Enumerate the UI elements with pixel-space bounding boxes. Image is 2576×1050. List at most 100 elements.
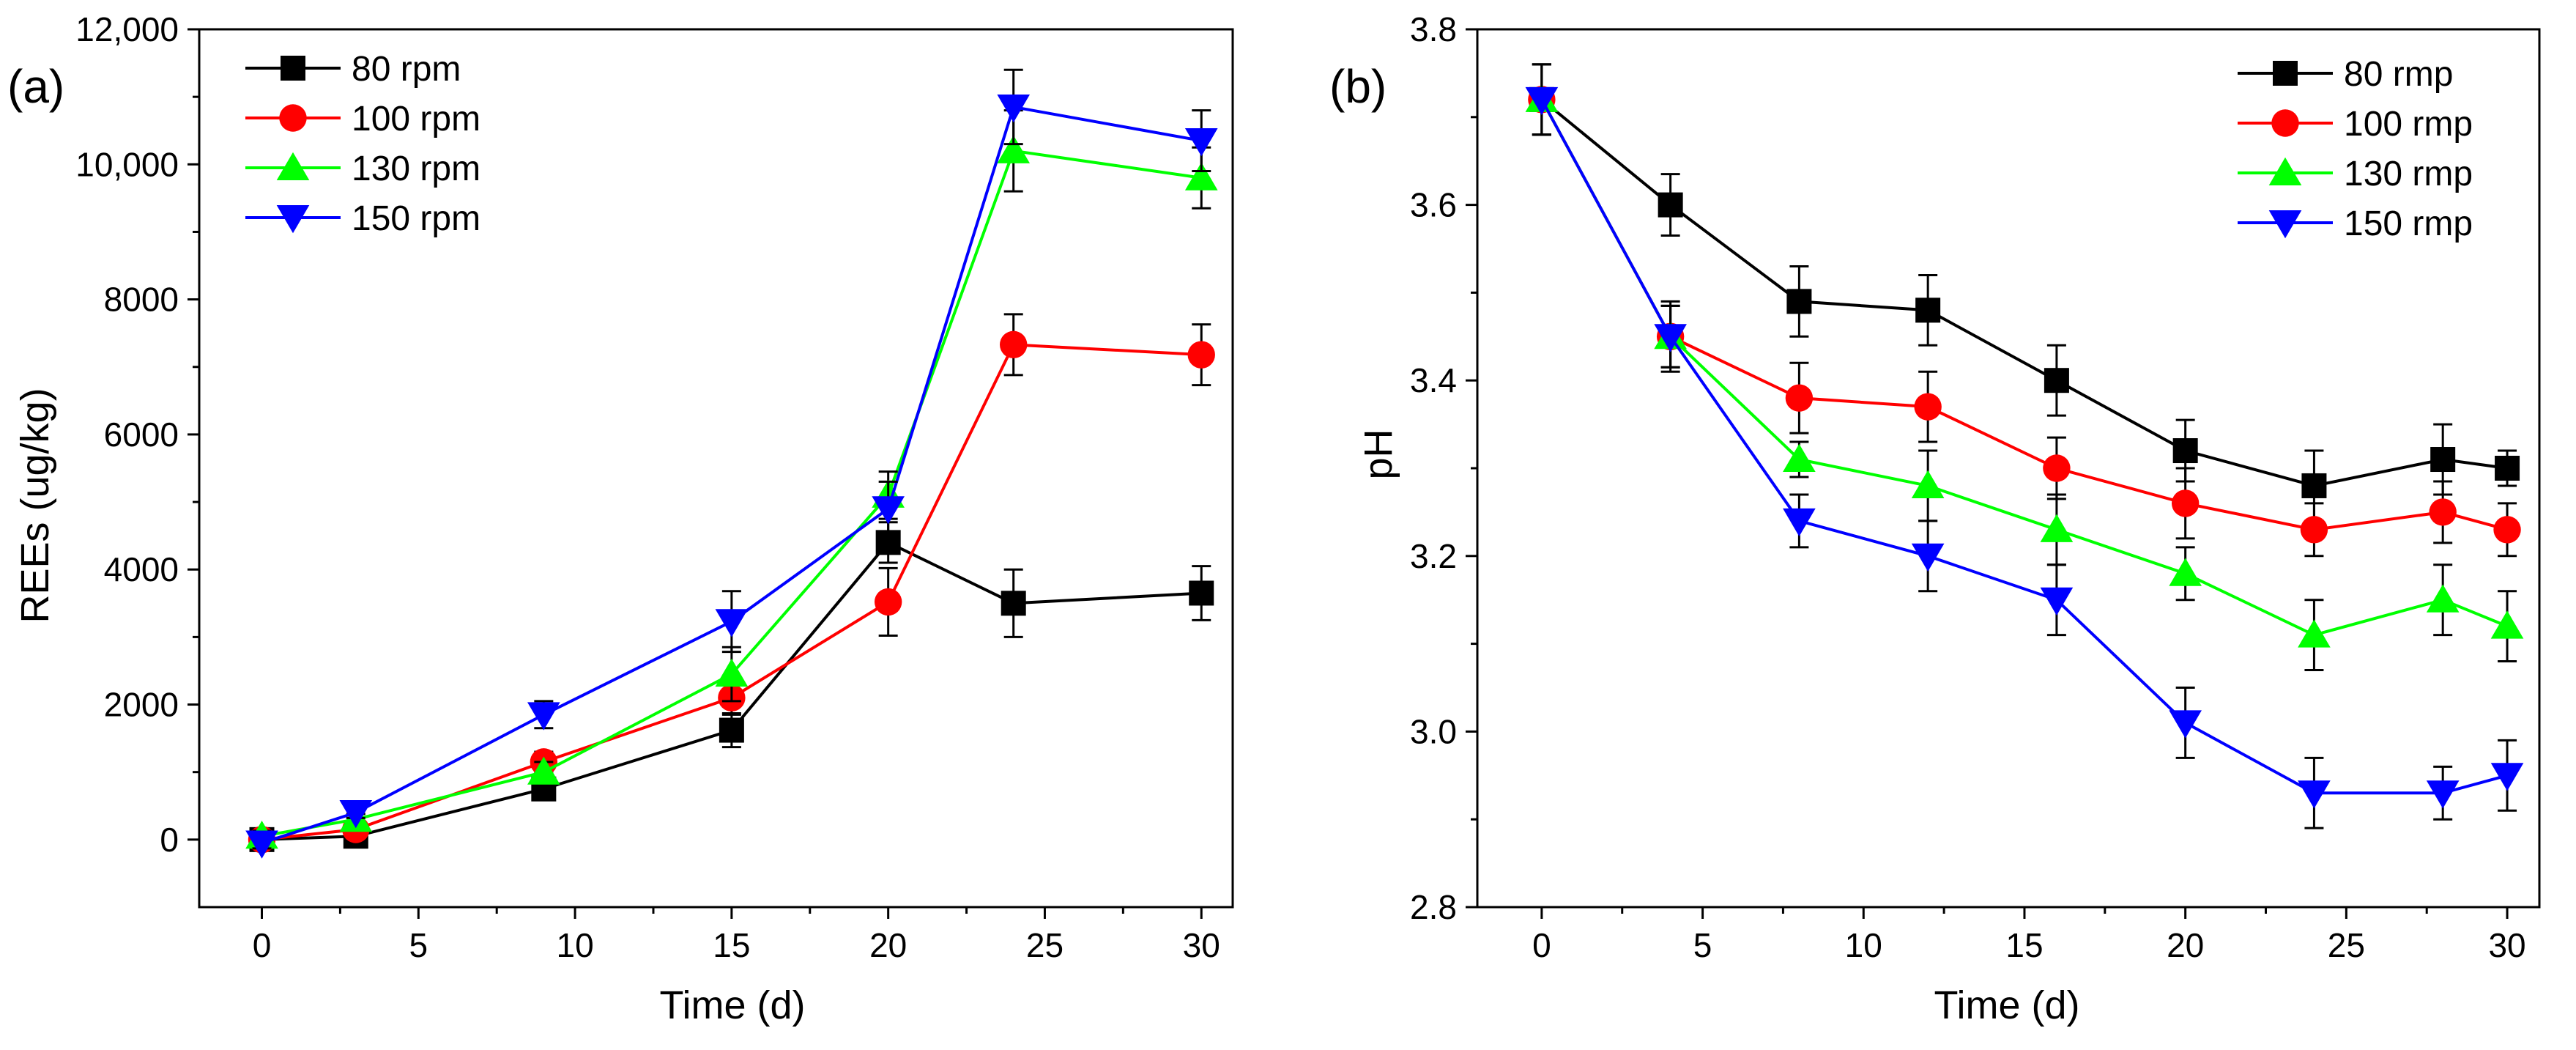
panel-b-data-point (2426, 780, 2460, 809)
panel-b-data-point (2429, 498, 2457, 526)
panel-a-data-point (527, 702, 560, 731)
panel-a-data-point (1001, 591, 1026, 616)
panel-b-x-tick-label: 25 (2328, 926, 2365, 964)
panel-a-data-point (874, 588, 902, 616)
panel-a-y-tick-label: 6000 (104, 415, 179, 454)
panel-a-legend-item-1: 80 rpm (245, 50, 461, 89)
panel-b-data-point (1783, 508, 1816, 537)
panel-b-data-point (1785, 384, 1814, 412)
panel-b-x-tick-label: 15 (2005, 926, 2043, 964)
panel-a-legend-item-2: 100 rpm (245, 100, 480, 138)
panel-a-y-tick-label: 2000 (104, 686, 179, 724)
panel-b-data-point (1783, 443, 1816, 473)
panel-a-x-axis-title: Time (d) (660, 983, 806, 1027)
panel-a-plot-frame (198, 28, 1234, 909)
panel-a-y-tick-label: 4000 (104, 550, 179, 588)
panel-b-legend-marker (2268, 210, 2302, 239)
panel-a-legend-label: 150 rpm (352, 199, 480, 238)
panel-a-rees-chart: (a) 0 5 10 15 20 25 30 0 2000 4000 6000 8000 10,000 1… (7, 10, 1234, 1027)
panel-a-data-point (527, 756, 560, 785)
panel-a-x-tick-label: 30 (1183, 926, 1220, 964)
panel-a-x-tick-label: 20 (869, 926, 907, 964)
panel-a-data-point (997, 135, 1031, 163)
panel-b-label: (b) (1329, 60, 1387, 113)
panel-a-x-tick-label: 5 (409, 926, 428, 964)
panel-b-data-point (2169, 558, 2202, 586)
panel-a-y-tick-label: 8000 (104, 281, 179, 319)
panel-b-series-line (1540, 98, 2508, 795)
panel-a-data-point (245, 830, 278, 859)
panel-a-series (245, 68, 1218, 859)
panel-b-legend-item-3: 130 rmp (2238, 155, 2473, 193)
panel-b-data-point (2300, 516, 2328, 544)
panel-b-y-tick-label: 3.8 (1410, 10, 1457, 48)
panel-a-data-point (1189, 580, 1214, 606)
panel-b-legend-marker (2273, 61, 2298, 86)
panel-a-x-tick-label: 0 (253, 926, 272, 964)
panel-b-legend: 80 rmp 100 rmp 130 rmp 150 rmp (2238, 55, 2473, 243)
panel-b-y-tick-label: 3.2 (1410, 537, 1457, 575)
panel-a-legend-item-4: 150 rpm (245, 199, 480, 238)
panel-a-legend-marker (276, 152, 310, 180)
panel-b-legend-item-4: 150 rmp (2238, 204, 2473, 243)
panel-b-data-point (2426, 584, 2460, 613)
panel-a-y-tick-label: 12,000 (75, 10, 179, 48)
panel-a-data-point (872, 496, 905, 525)
panel-b-data-point (2493, 516, 2521, 544)
panel-b-data-point (1911, 543, 1945, 572)
panel-a-legend: 80 rpm 100 rpm 130 rpm 150 rpm (245, 50, 480, 238)
panel-b-data-point (2171, 489, 2200, 517)
panel-a-axes: 0 5 10 15 20 25 30 0 2000 4000 6000 8000 10,000 12,00… (75, 10, 1234, 964)
panel-b-series (1525, 63, 2524, 829)
panel-b-data-point (1914, 393, 1942, 421)
panel-a-data-point (339, 799, 373, 829)
panel-a-legend-marker (276, 205, 310, 234)
panel-b-legend-marker (2268, 157, 2302, 185)
panel-b-legend-label: 100 rmp (2344, 105, 2473, 144)
panel-a-legend-marker (279, 104, 307, 132)
panel-b-data-point (1525, 86, 1559, 116)
panel-b-data-point (1654, 324, 1687, 352)
panel-b-data-point (2172, 438, 2198, 464)
panel-a-data-point (997, 94, 1031, 123)
panel-a-data-point (1184, 162, 1218, 191)
panel-b-data-point (2301, 473, 2327, 498)
panel-b-data-point (1786, 289, 1812, 314)
panel-a-y-tick-label: 10,000 (75, 145, 179, 183)
panel-b-x-tick-label: 5 (1693, 926, 1712, 964)
panel-b-data-point (2490, 610, 2524, 639)
panel-b-x-tick-label: 30 (2488, 926, 2525, 964)
panel-a-y-axis-title: REEs (ug/kg) (13, 388, 57, 623)
panel-b-x-axis-title: Time (d) (1934, 983, 2080, 1027)
panel-b-y-tick-label: 2.8 (1410, 888, 1457, 926)
panel-b-legend-item-1: 80 rmp (2238, 55, 2453, 94)
panel-a-x-tick-label: 15 (713, 926, 750, 964)
panel-b-data-point (2040, 587, 2074, 615)
panel-b-data-point (2298, 619, 2331, 648)
panel-b-axes: 0 5 10 15 20 25 30 2.8 3.0 3.2 3.4 3.6 3.8 (1410, 10, 2541, 964)
panel-b-data-point (2043, 454, 2071, 482)
panel-a-legend-label: 130 rpm (352, 149, 480, 188)
panel-b-legend-label: 80 rmp (2344, 55, 2453, 94)
panel-b-data-point (2298, 780, 2331, 809)
panel-b-y-tick-label: 3.4 (1410, 361, 1457, 399)
panel-b-data-point (2169, 710, 2202, 739)
panel-a-x-tick-label: 25 (1026, 926, 1064, 964)
panel-b-x-tick-label: 10 (1845, 926, 1882, 964)
panel-b-data-point (2430, 447, 2456, 473)
panel-a-legend-label: 80 rpm (352, 50, 461, 89)
panel-b-legend-item-2: 100 rmp (2238, 105, 2473, 144)
panel-b-data-point (1911, 470, 1945, 498)
panel-a-legend-item-3: 130 rpm (245, 149, 480, 188)
panel-a-series-2 (248, 313, 1215, 854)
panel-a-data-point (715, 609, 749, 637)
panel-a-data-point (719, 717, 744, 743)
panel-b-y-tick-label: 3.0 (1410, 712, 1457, 750)
panel-b-data-point (2495, 456, 2520, 481)
panel-b-series-3 (1525, 63, 2524, 672)
panel-a-legend-label: 100 rpm (352, 100, 480, 138)
panel-b-legend-label: 130 rmp (2344, 155, 2473, 193)
panel-a-data-point (999, 330, 1028, 359)
panel-b-legend-label: 150 rmp (2344, 204, 2473, 243)
